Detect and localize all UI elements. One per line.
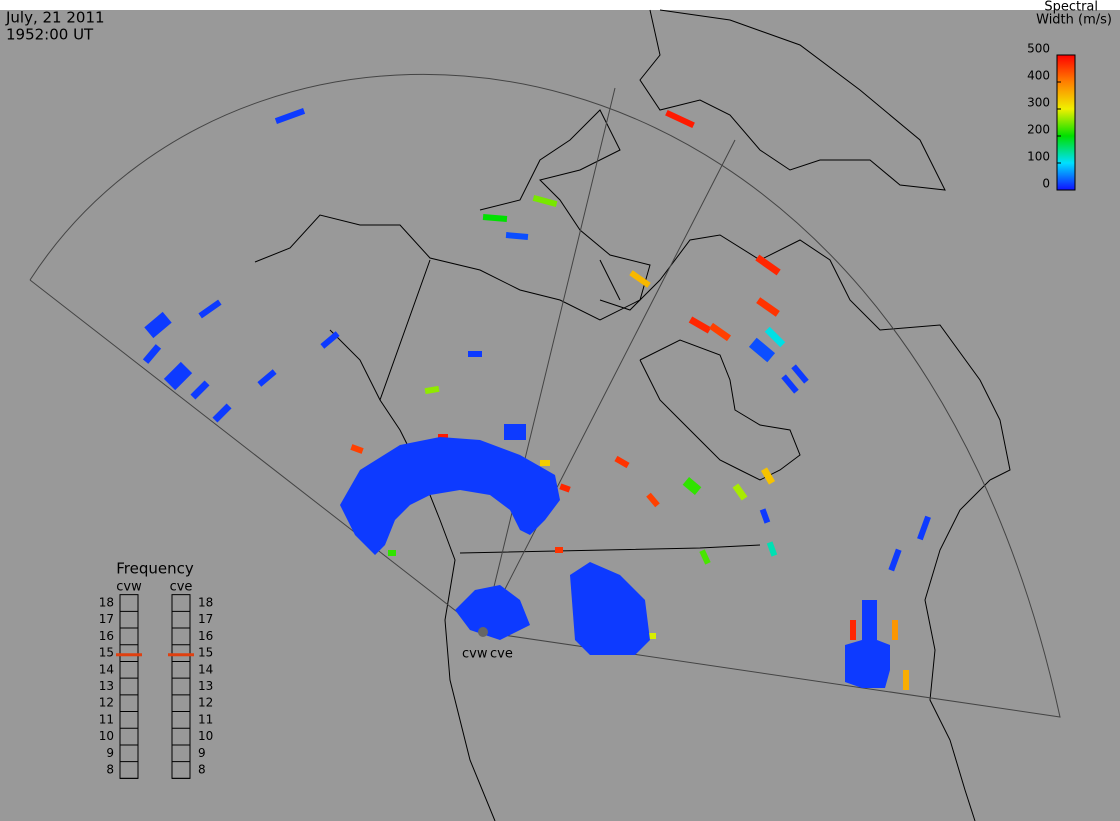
gauge-tick-label: 14	[99, 662, 114, 676]
echo	[482, 213, 508, 223]
background	[0, 10, 1120, 821]
gauge-tick-label: 16	[99, 629, 114, 643]
echo	[759, 508, 771, 524]
echo	[755, 254, 781, 276]
echo	[845, 600, 890, 688]
echo	[504, 424, 526, 440]
echo	[190, 380, 210, 400]
echo	[646, 492, 660, 508]
colorbar-tick-label: 200	[1027, 123, 1050, 137]
time: 1952:00 UT	[6, 26, 94, 44]
gauge-tick-label: 11	[198, 712, 213, 726]
colorbar-tick-label: 100	[1027, 150, 1050, 164]
echo	[468, 351, 482, 357]
gauge-tick-label: 17	[198, 612, 213, 626]
gauge-label: cve	[170, 580, 193, 595]
gauge-tick-label: 13	[198, 679, 213, 693]
gauge-tick-label: 11	[99, 712, 114, 726]
echo	[540, 460, 550, 466]
echo	[163, 361, 193, 391]
echo	[438, 434, 448, 440]
echo	[648, 633, 656, 639]
frequency-title: Frequency	[116, 560, 194, 578]
echo	[688, 316, 712, 334]
echo	[629, 270, 651, 288]
gauge-tick-label: 15	[198, 646, 213, 660]
echo	[766, 541, 778, 557]
gauge-tick-label: 10	[198, 729, 213, 743]
echo	[760, 467, 776, 485]
echo	[142, 344, 162, 364]
echo	[756, 297, 780, 317]
echo	[764, 326, 786, 348]
echo	[888, 548, 902, 572]
gauge-tick-label: 16	[198, 629, 213, 643]
echo	[340, 437, 560, 555]
echo	[212, 403, 232, 423]
echo	[532, 194, 558, 208]
radar-label: cve	[490, 647, 513, 662]
echo	[791, 364, 809, 384]
colorbar-title: Width (m/s)	[1036, 13, 1112, 28]
date: July, 21 2011	[5, 9, 105, 27]
colorbar-title: Spectral	[1044, 0, 1098, 15]
echo	[388, 550, 396, 556]
echo	[917, 515, 931, 541]
gauge-tick-label: 8	[198, 763, 206, 777]
gauge-label: cvw	[116, 580, 142, 595]
gauge-tick-label: 18	[99, 596, 114, 610]
echo	[732, 483, 748, 501]
echo	[350, 444, 364, 454]
gauge-tick-label: 15	[99, 646, 114, 660]
fan-outline	[29, 74, 1061, 718]
radar-label: cvw	[462, 647, 488, 662]
echo	[850, 620, 856, 640]
gauge-tick-label: 13	[99, 679, 114, 693]
echo	[699, 549, 711, 565]
gauge-tick-label: 12	[198, 696, 213, 710]
echoes	[142, 108, 931, 690]
gauge-tick-label: 18	[198, 596, 213, 610]
colorbar	[1056, 54, 1076, 191]
echo	[614, 455, 630, 469]
colorbar-tick-label: 300	[1027, 96, 1050, 110]
echo	[455, 585, 530, 640]
gauge-tick-label: 14	[198, 662, 213, 676]
echo	[682, 477, 702, 495]
gauge-tick-label: 9	[198, 746, 206, 760]
echo	[274, 108, 306, 124]
colorbar-tick-label: 500	[1027, 42, 1050, 56]
echo	[555, 547, 563, 553]
echo	[320, 331, 340, 349]
echo	[505, 232, 529, 240]
colorbar-tick-label: 0	[1042, 177, 1050, 191]
echo	[665, 109, 695, 129]
echo	[198, 299, 222, 319]
gauge-tick-label: 17	[99, 612, 114, 626]
echo	[903, 670, 909, 690]
gauge-tick-label: 9	[106, 746, 114, 760]
colorbar-tick-label: 400	[1027, 69, 1050, 83]
echo	[781, 374, 799, 394]
echo	[570, 562, 650, 655]
echo	[748, 337, 776, 363]
echo	[708, 322, 732, 342]
echo	[257, 369, 277, 387]
gauge-tick-label: 12	[99, 696, 114, 710]
gauge-tick-label: 8	[106, 763, 114, 777]
gauge-tick-label: 10	[99, 729, 114, 743]
echo	[559, 483, 571, 493]
echo	[892, 620, 898, 640]
radar-site	[478, 627, 488, 637]
echo	[144, 311, 172, 339]
echo	[424, 385, 440, 395]
